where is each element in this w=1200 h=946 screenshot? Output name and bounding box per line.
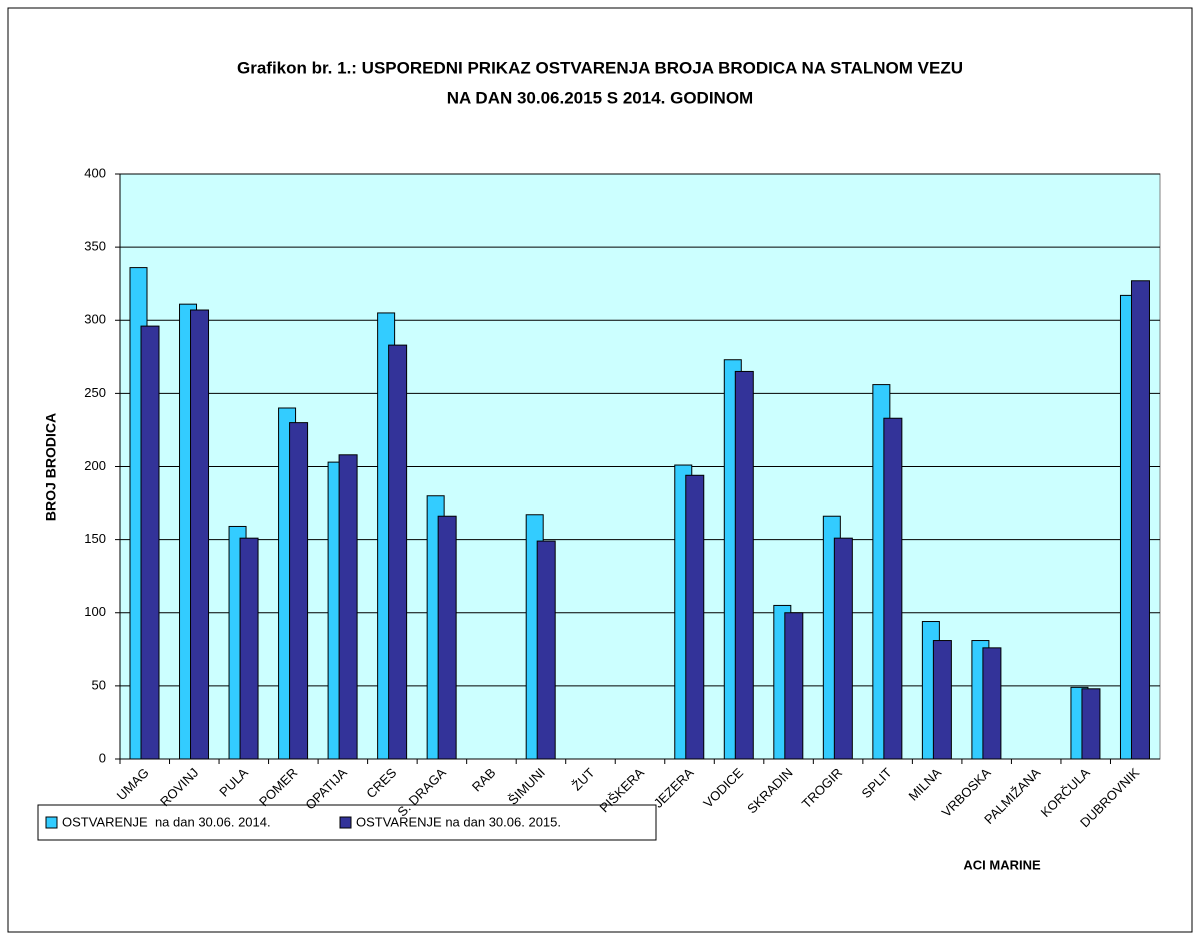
bar <box>437 515 457 760</box>
bar <box>833 537 853 760</box>
y-tick-label: 250 <box>84 385 106 400</box>
bar <box>1081 688 1101 760</box>
bar <box>536 540 556 760</box>
bar <box>784 612 804 760</box>
legend-swatch <box>45 816 58 829</box>
chart-title: Grafikon br. 1.: USPOREDNI PRIKAZ OSTVAR… <box>237 58 963 77</box>
x-axis-label: ACI MARINE <box>963 857 1041 872</box>
legend-label: OSTVARENJE na dan 30.06. 2015. <box>356 814 561 829</box>
legend-swatch <box>339 816 352 829</box>
y-tick-label: 50 <box>92 677 106 692</box>
y-axis-label: BROJ BRODICA <box>43 413 59 521</box>
bar <box>734 370 754 760</box>
bar <box>1130 280 1150 760</box>
y-tick-label: 300 <box>84 312 106 327</box>
y-tick-label: 0 <box>99 750 106 765</box>
bar <box>685 474 705 760</box>
bar <box>883 417 903 760</box>
chart-title: NA DAN 30.06.2015 S 2014. GODINOM <box>447 88 753 107</box>
bar <box>388 344 408 760</box>
y-tick-label: 150 <box>84 531 106 546</box>
bar <box>190 309 210 760</box>
bar <box>338 454 358 760</box>
bar <box>982 647 1002 760</box>
y-tick-label: 100 <box>84 604 106 619</box>
y-tick-label: 200 <box>84 458 106 473</box>
y-tick-label: 400 <box>84 165 106 180</box>
bar <box>140 325 160 760</box>
bar <box>932 640 952 760</box>
bar <box>289 422 309 760</box>
y-tick-label: 350 <box>84 239 106 254</box>
legend-label: OSTVARENJE na dan 30.06. 2014. <box>62 814 271 829</box>
bar <box>239 537 259 760</box>
